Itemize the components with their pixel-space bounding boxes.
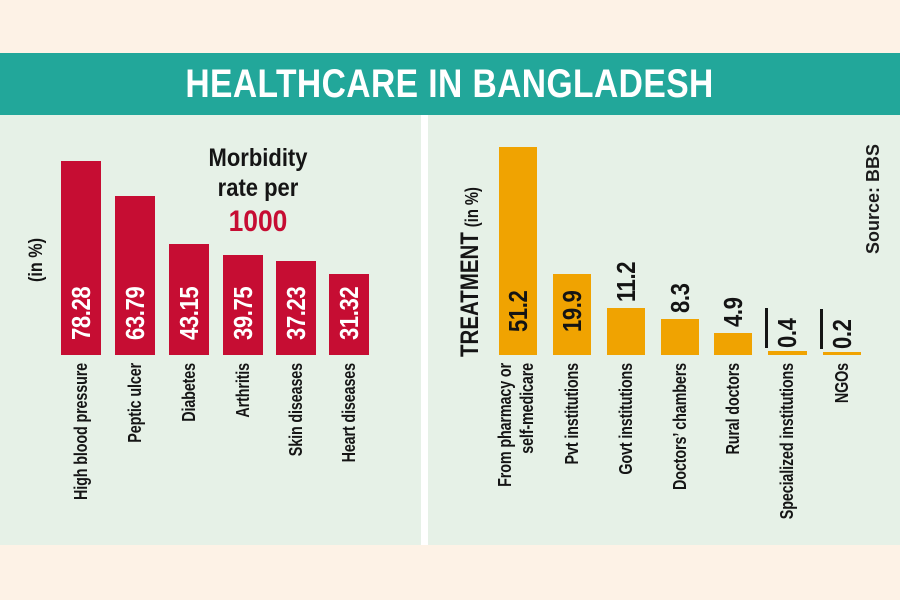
morbidity-category-label: Peptic ulcer: [125, 363, 145, 443]
treatment-bar-govt-institutions: [607, 308, 645, 355]
morbidity-value: 31.32: [334, 286, 364, 340]
morbidity-category-label: Heart diseases: [339, 363, 359, 463]
morbidity-bar-heart-diseases: [329, 274, 369, 355]
morbidity-value: 43.15: [174, 286, 204, 340]
treatment-bar-pharmacy-self-medicare: [499, 147, 537, 355]
morbidity-category-label: Diabetes: [179, 363, 199, 422]
treatment-axis-title-text: TREATMENT: [456, 232, 484, 357]
treatment-value: 8.3: [665, 283, 695, 313]
morbidity-bar-arthritis: [223, 255, 263, 355]
page-title: HEALTHCARE IN BANGLADESH: [185, 61, 715, 106]
morbidity-category-label: High blood pressure: [71, 363, 91, 500]
treatment-value: 19.9: [557, 290, 587, 332]
treatment-bar-specialized-institutions: [768, 351, 807, 355]
value-marker-line: [765, 308, 768, 348]
treatment-bar-rural-doctors: [714, 333, 752, 355]
morbidity-bar-skin-diseases: [276, 261, 316, 355]
treatment-category-label: Doctors’ chambers: [670, 363, 690, 490]
panel-divider: [421, 115, 428, 545]
morbidity-title-line2: rate per: [217, 174, 299, 202]
treatment-value: 4.9: [718, 297, 748, 327]
treatment-category-label: Pvt institutions: [562, 363, 582, 465]
morbidity-title-1000: 1000: [228, 205, 288, 238]
morbidity-bar-diabetes: [169, 244, 209, 355]
morbidity-value: 39.75: [228, 286, 258, 340]
treatment-bar-pvt-institutions: [553, 274, 591, 355]
treatment-category-line1: From pharmacy or: [495, 363, 515, 487]
morbidity-value: 63.79: [120, 286, 150, 340]
treatment-value: 11.2: [611, 261, 641, 302]
treatment-bar-doctors-chambers: [661, 319, 699, 355]
treatment-category-label: NGOs: [832, 363, 852, 404]
morbidity-category-label: Skin diseases: [286, 363, 306, 457]
treatment-axis-unit: (in %): [462, 187, 482, 228]
morbidity-axis-label: (in %): [26, 238, 47, 282]
value-marker-line: [820, 309, 823, 349]
morbidity-title-line1: Morbidity: [208, 144, 308, 172]
morbidity-value: 78.28: [66, 286, 96, 340]
treatment-bar-ngos: [823, 352, 861, 355]
treatment-value: 0.4: [772, 318, 802, 348]
treatment-axis-title: TREATMENT (in %): [455, 185, 485, 357]
treatment-category-line2: self-medicare: [517, 363, 537, 454]
morbidity-category-label: Arthritis: [233, 363, 253, 418]
treatment-value: 51.2: [503, 290, 533, 332]
treatment-category-label: From pharmacy or self-medicare: [494, 363, 538, 535]
morbidity-value: 37.23: [281, 286, 311, 340]
treatment-category-label: Specialized institutions: [777, 363, 797, 520]
source-credit: Source: BBS: [863, 143, 883, 254]
morbidity-chart-title: Morbidity rate per 1000: [170, 143, 346, 238]
morbidity-bar-peptic-ulcer: [115, 196, 155, 355]
treatment-category-label: Govt institutions: [616, 363, 636, 475]
treatment-value: 0.2: [827, 319, 857, 349]
treatment-category-label: Rural doctors: [723, 363, 743, 455]
title-banner: HEALTHCARE IN BANGLADESH: [0, 53, 900, 115]
morbidity-bar-high-blood-pressure: [61, 161, 101, 355]
